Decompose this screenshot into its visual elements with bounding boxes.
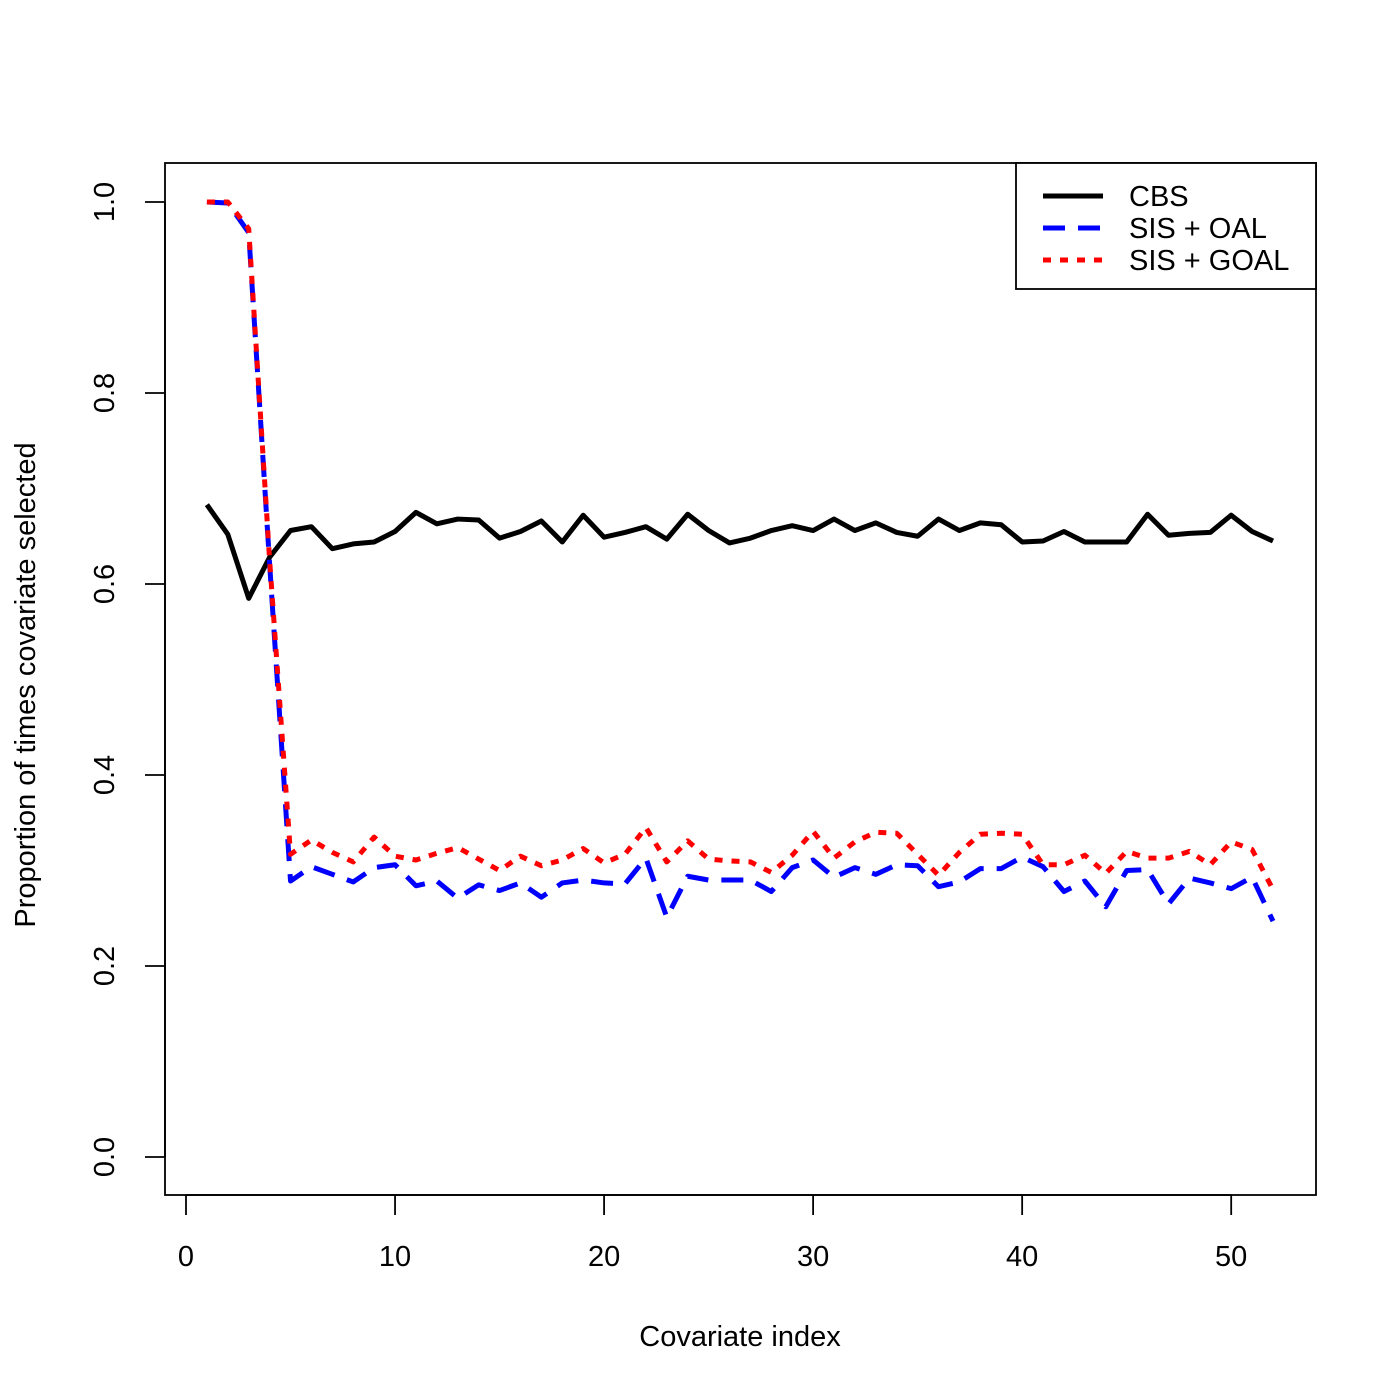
y-axis: 0.0 0.2 0.4 0.6 0.8 1.0: [89, 182, 166, 1177]
y-tick-label: 0.0: [89, 1137, 121, 1177]
y-tick-label: 0.2: [89, 946, 121, 986]
x-axis: 0 10 20 30 40 50: [178, 1194, 1247, 1273]
x-tick-label: 30: [797, 1241, 829, 1273]
x-tick-label: 20: [588, 1241, 620, 1273]
legend-label: SIS + OAL: [1129, 213, 1267, 245]
legend-label: SIS + GOAL: [1129, 245, 1289, 277]
y-axis-label: Proportion of times covariate selected: [10, 442, 42, 927]
legend-label: CBS: [1129, 181, 1189, 213]
y-tick-label: 0.4: [89, 755, 121, 795]
y-tick-label: 0.6: [89, 564, 121, 604]
x-tick-label: 0: [178, 1241, 194, 1273]
series-line-1: [206, 199, 1276, 923]
legend-box: [1015, 162, 1317, 290]
y-tick-label: 0.8: [89, 373, 121, 413]
x-axis-label: Covariate index: [639, 1321, 841, 1353]
plot-frame: [164, 162, 1317, 1196]
series-line-0: [204, 503, 1275, 601]
x-tick-label: 40: [1006, 1241, 1038, 1273]
series-layer: [204, 199, 1276, 923]
y-tick-label: 1.0: [89, 182, 121, 222]
x-tick-label: 10: [379, 1241, 411, 1273]
x-tick-label: 50: [1215, 1241, 1247, 1273]
series-line-2: [206, 199, 1276, 891]
